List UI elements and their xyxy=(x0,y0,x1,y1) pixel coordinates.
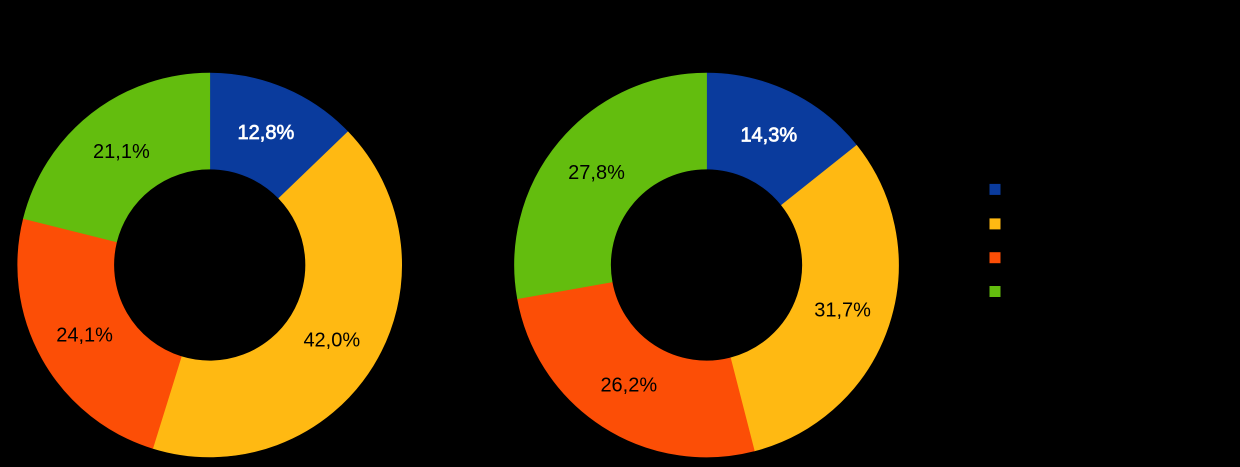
svg-text:12,8%: 12,8% xyxy=(238,122,295,144)
svg-text:31,7%: 31,7% xyxy=(814,300,871,322)
svg-text:14,3%: 14,3% xyxy=(740,125,797,147)
svg-text:21,1%: 21,1% xyxy=(93,141,150,163)
svg-text:27,8%: 27,8% xyxy=(568,162,625,184)
svg-text:24,1%: 24,1% xyxy=(56,324,113,346)
svg-text:42,0%: 42,0% xyxy=(303,329,360,351)
svg-text:26,2%: 26,2% xyxy=(600,375,657,397)
